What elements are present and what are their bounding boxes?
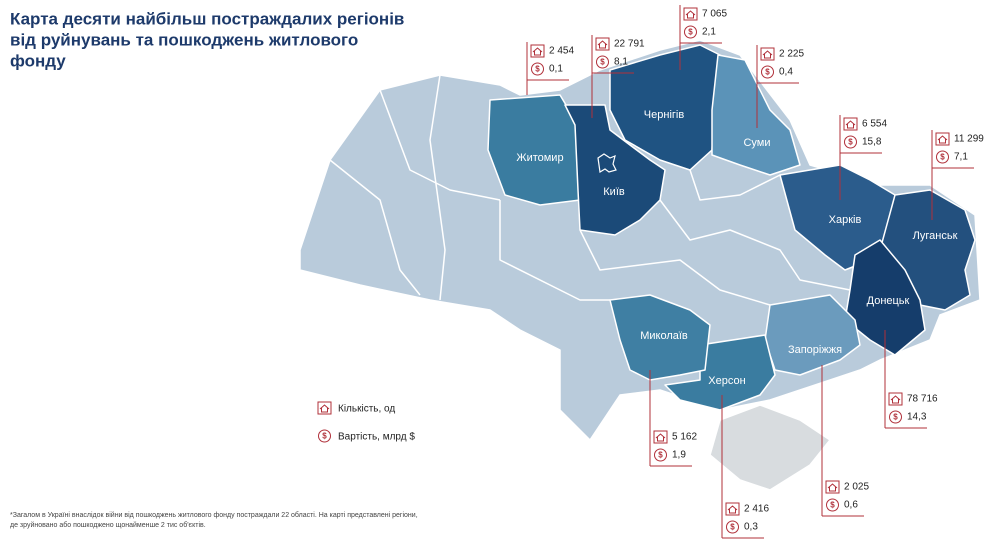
title: фонду <box>10 51 66 70</box>
dollar-icon-sign: $ <box>658 451 663 460</box>
legend-count: Кількість, од <box>338 404 395 415</box>
cost-value: 14,3 <box>907 412 927 423</box>
count-value: 22 791 <box>614 39 645 50</box>
region-label: Донецьк <box>867 295 910 307</box>
house-icon <box>937 135 948 144</box>
count-value: 2 416 <box>744 504 769 515</box>
region-label: Миколаїв <box>640 330 688 342</box>
cost-value: 8,1 <box>614 57 628 68</box>
cost-value: 15,8 <box>862 137 882 148</box>
highlighted-regions <box>487 44 976 491</box>
dollar-icon <box>531 62 544 76</box>
region-border <box>379 89 501 201</box>
house-icon <box>319 404 330 413</box>
region-label: Харків <box>829 214 862 226</box>
dollar-icon <box>844 135 857 149</box>
count-value: 5 162 <box>672 432 697 443</box>
cost-value: 7,1 <box>954 152 968 163</box>
legend-cost: Вартість, млрд $ <box>338 432 415 443</box>
house-icon <box>655 433 666 442</box>
dollar-icon-sign: $ <box>830 501 835 510</box>
house-icon <box>685 10 696 19</box>
house-icon-frame <box>935 132 950 146</box>
house-icon-frame <box>760 47 775 61</box>
count-value: 78 716 <box>907 394 938 405</box>
dollar-icon-sign: $ <box>848 138 853 147</box>
dollar-icon <box>889 410 902 424</box>
dollar-icon-sign: $ <box>940 153 945 162</box>
dollar-icon <box>684 25 697 39</box>
house-icon <box>762 50 773 59</box>
cost-value: 0,6 <box>844 500 858 511</box>
cost-value: 0,4 <box>779 67 793 78</box>
dollar-icon-sign: $ <box>730 523 735 532</box>
count-value: 2 225 <box>779 49 804 60</box>
house-icon-frame <box>530 44 545 58</box>
region-label: Київ <box>603 186 625 198</box>
house-icon <box>890 395 901 404</box>
region-border <box>429 74 446 301</box>
cost-value: 0,3 <box>744 522 758 533</box>
house-icon-frame <box>653 430 668 444</box>
title: Карта десяти найбільш постраждалих регіо… <box>10 9 404 28</box>
footnote: *Загалом в Україні внаслідок війни від п… <box>10 511 418 519</box>
count-value: 6 554 <box>862 119 887 130</box>
cost-value: 0,1 <box>549 64 563 75</box>
region-border <box>579 229 771 306</box>
house-icon <box>827 483 838 492</box>
house-icon-frame <box>725 502 740 516</box>
region-label: Херсон <box>708 375 745 387</box>
region-zhytomyr <box>487 94 581 206</box>
cost-value: 2,1 <box>702 27 716 38</box>
house-icon-frame <box>683 7 698 21</box>
house-icon-frame <box>888 392 903 406</box>
dollar-icon-sign: $ <box>600 58 605 67</box>
region-border <box>689 169 781 201</box>
house-icon-frame <box>825 480 840 494</box>
cost-value: 1,9 <box>672 450 686 461</box>
kyiv-city-outline <box>597 153 617 173</box>
dollar-icon <box>596 55 609 69</box>
count-value: 2 025 <box>844 482 869 493</box>
dollar-icon <box>318 429 331 443</box>
region-label: Суми <box>743 137 770 149</box>
region-label: Чернігів <box>644 109 685 121</box>
house-icon <box>727 505 738 514</box>
dollar-icon <box>761 65 774 79</box>
dollar-icon-sign: $ <box>893 413 898 422</box>
region-kherson <box>664 334 776 411</box>
footnote: де зруйновано або пошкоджено щонайменше … <box>10 521 206 529</box>
house-icon-frame <box>843 117 858 131</box>
dollar-icon <box>936 150 949 164</box>
dollar-icon-sign: $ <box>322 432 327 441</box>
region-border <box>659 199 851 291</box>
house-icon-frame <box>317 401 332 415</box>
title: від руйнувань та пошкоджень житлового <box>10 30 358 49</box>
dollar-icon-sign: $ <box>688 28 693 37</box>
region-label: Житомир <box>516 152 563 164</box>
dollar-icon <box>726 520 739 534</box>
count-value: 11 299 <box>954 134 984 145</box>
region-label: Луганськ <box>913 230 958 242</box>
region-donetsk <box>844 239 926 356</box>
house-icon <box>845 120 856 129</box>
house-icon <box>597 40 608 49</box>
dollar-icon-sign: $ <box>535 65 540 74</box>
count-value: 2 454 <box>549 46 574 57</box>
region-border <box>329 159 421 296</box>
dollar-icon-sign: $ <box>765 68 770 77</box>
dollar-icon <box>826 498 839 512</box>
region-border <box>499 200 610 301</box>
dollar-icon <box>654 448 667 462</box>
count-value: 7 065 <box>702 9 727 20</box>
region-crimea <box>709 404 831 491</box>
house-icon-frame <box>595 37 610 51</box>
region-mykolaiv <box>609 294 711 381</box>
region-label: Запоріжжя <box>788 344 842 356</box>
house-icon <box>532 47 543 56</box>
